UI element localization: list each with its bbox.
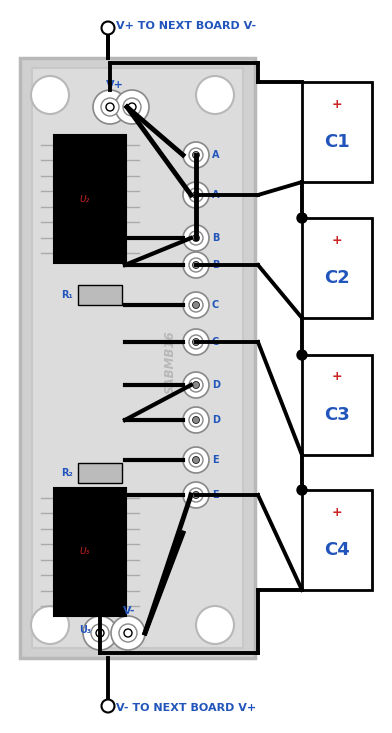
Circle shape (183, 329, 209, 355)
Text: R₁: R₁ (61, 290, 73, 300)
Text: E: E (212, 490, 219, 500)
Text: U₂: U₂ (80, 194, 90, 204)
Circle shape (31, 606, 69, 644)
Circle shape (102, 21, 114, 34)
Text: +: + (332, 97, 342, 111)
Text: +: + (332, 506, 342, 518)
Text: R₂: R₂ (61, 468, 73, 478)
Circle shape (189, 188, 203, 202)
Text: E: E (212, 455, 219, 465)
Text: SABMB16: SABMB16 (163, 330, 176, 394)
Circle shape (196, 76, 234, 114)
Bar (54, 488, 126, 616)
Circle shape (297, 485, 307, 495)
Circle shape (192, 416, 200, 424)
Circle shape (119, 624, 137, 642)
Text: C3: C3 (324, 406, 350, 424)
Text: B: B (212, 233, 220, 243)
Text: U₃: U₃ (79, 625, 91, 635)
Circle shape (115, 90, 149, 124)
Text: C2: C2 (324, 269, 350, 287)
Circle shape (123, 98, 141, 116)
Circle shape (183, 407, 209, 433)
Text: V-: V- (123, 606, 135, 616)
Text: A: A (212, 150, 220, 160)
Circle shape (128, 103, 136, 111)
Circle shape (101, 98, 119, 116)
Circle shape (183, 372, 209, 398)
Circle shape (183, 142, 209, 168)
Text: +: + (332, 234, 342, 246)
Circle shape (192, 262, 200, 268)
Bar (78, 463, 122, 483)
Circle shape (189, 335, 203, 349)
Text: D: D (212, 415, 220, 425)
Bar (78, 285, 122, 305)
Text: V- TO NEXT BOARD V+: V- TO NEXT BOARD V+ (116, 703, 256, 713)
Text: V+ TO NEXT BOARD V-: V+ TO NEXT BOARD V- (116, 21, 256, 31)
Text: V+: V+ (106, 80, 124, 90)
Circle shape (297, 213, 307, 223)
Circle shape (297, 350, 307, 360)
Text: U₃: U₃ (80, 548, 90, 556)
Circle shape (192, 381, 200, 388)
Circle shape (192, 457, 200, 463)
Circle shape (31, 76, 69, 114)
Text: C4: C4 (324, 541, 350, 559)
Text: C: C (212, 337, 219, 347)
Circle shape (192, 191, 200, 199)
Circle shape (96, 629, 104, 637)
Circle shape (192, 235, 200, 241)
Circle shape (93, 90, 127, 124)
Circle shape (196, 606, 234, 644)
Circle shape (192, 492, 200, 498)
Circle shape (192, 339, 200, 345)
Circle shape (106, 103, 114, 111)
Circle shape (183, 225, 209, 251)
Bar (302, 218, 372, 318)
Bar (54, 135, 126, 263)
Circle shape (192, 301, 200, 309)
Text: B: B (212, 260, 220, 270)
Circle shape (183, 482, 209, 508)
Circle shape (189, 378, 203, 392)
Circle shape (91, 624, 109, 642)
Circle shape (189, 453, 203, 467)
Circle shape (183, 447, 209, 473)
Circle shape (189, 413, 203, 427)
Circle shape (192, 152, 200, 158)
Circle shape (83, 616, 117, 650)
Circle shape (189, 488, 203, 502)
Bar (302, 355, 372, 455)
Text: A: A (212, 190, 220, 200)
Bar (20, 58, 255, 658)
Circle shape (189, 231, 203, 245)
Circle shape (189, 148, 203, 162)
Circle shape (183, 182, 209, 208)
Circle shape (189, 258, 203, 272)
Circle shape (189, 298, 203, 312)
Bar (302, 82, 372, 182)
Bar (302, 490, 372, 590)
Circle shape (183, 252, 209, 278)
Circle shape (124, 629, 132, 637)
Circle shape (183, 292, 209, 318)
Text: +: + (332, 370, 342, 383)
Bar (32, 68, 243, 648)
Circle shape (111, 616, 145, 650)
Text: D: D (212, 380, 220, 390)
Text: C: C (212, 300, 219, 310)
Text: C1: C1 (324, 133, 350, 151)
Circle shape (102, 699, 114, 712)
